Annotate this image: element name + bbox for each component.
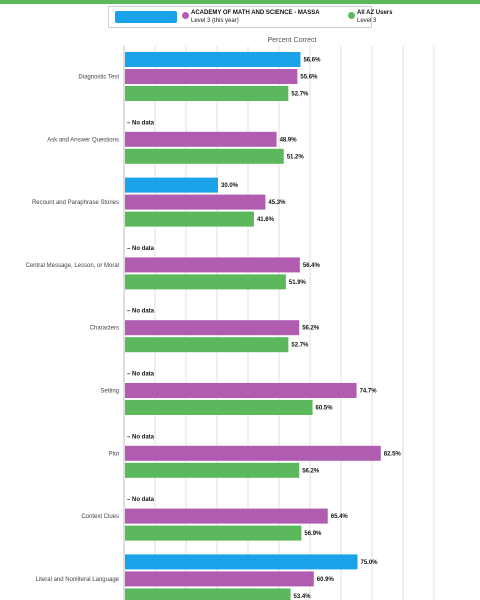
data-label-az: 56.2% [302, 468, 320, 474]
data-label-az: 53.4% [294, 594, 312, 600]
data-label-school: 56.2% [302, 326, 320, 332]
category-label: Recount and Paraphrase Stories [32, 200, 119, 206]
bar-school [125, 383, 357, 398]
data-label-self: 56.6% [303, 58, 321, 64]
legend-school-marker [182, 12, 189, 19]
chart-legend: ACADEMY OF MATH AND SCIENCE - MASSA Leve… [108, 6, 392, 28]
no-data-label: – No data [127, 120, 155, 126]
legend-az-marker [348, 12, 355, 19]
data-label-self: 30.0% [221, 183, 239, 189]
category-label: Central Message, Lesson, or Moral [26, 263, 119, 269]
data-label-az: 51.9% [289, 280, 307, 286]
category-label: Characters [90, 326, 119, 332]
category-label: Literal and Nonliteral Language [36, 577, 120, 583]
data-label-school: 74.7% [360, 389, 378, 395]
bar-school [125, 320, 300, 336]
bar-school [125, 131, 277, 147]
data-label-az: 51.2% [287, 154, 305, 160]
no-data-label: – No data [127, 434, 155, 440]
legend-school-label: ACADEMY OF MATH AND SCIENCE - MASSA [191, 10, 320, 16]
bar-self [125, 177, 218, 193]
bar-az [125, 86, 289, 101]
data-label-self: 75.0% [361, 560, 379, 566]
bar-school [125, 508, 328, 524]
legend-self-swatch [115, 11, 177, 23]
category-label: Diagnostic Test [78, 75, 119, 81]
data-label-school: 56.4% [303, 263, 321, 269]
bar-school [125, 571, 314, 587]
no-data-label: – No data [127, 309, 155, 315]
bar-school [125, 194, 266, 210]
bar-self [125, 52, 301, 67]
category-label: Setting [100, 389, 119, 395]
data-label-school: 48.9% [280, 137, 298, 143]
category-label: Plot [109, 451, 120, 457]
data-label-az: 60.5% [316, 406, 334, 412]
bar-az [125, 588, 291, 600]
bar-az [125, 148, 284, 164]
legend-az-label: All AZ Users [357, 10, 393, 16]
bar-az [125, 462, 300, 478]
no-data-label: – No data [127, 497, 155, 503]
legend-school-sublabel: Level 3 (this year) [191, 18, 239, 24]
data-label-school: 65.4% [331, 514, 349, 520]
top-accent-bar [0, 0, 480, 4]
data-label-school: 45.3% [268, 200, 286, 206]
bar-az [125, 400, 313, 415]
category-label: Ask and Answer Questions [47, 137, 119, 143]
bar-az [125, 525, 302, 541]
data-label-az: 52.7% [291, 343, 309, 349]
chart-title: Percent Correct [267, 37, 316, 44]
bar-school [125, 445, 381, 461]
data-label-az: 56.9% [304, 531, 322, 537]
data-label-school: 55.6% [300, 75, 318, 81]
legend-az-sublabel: Level 3 [357, 18, 377, 24]
no-data-label: – No data [127, 372, 155, 378]
bar-self [125, 554, 358, 570]
bar-az [125, 211, 254, 227]
data-label-az: 41.6% [257, 217, 275, 223]
data-label-school: 60.9% [317, 577, 335, 583]
bar-az [125, 337, 289, 353]
category-label: Context Clues [81, 514, 119, 520]
bar-school [125, 257, 300, 273]
bar-az [125, 274, 286, 290]
no-data-label: – No data [127, 246, 155, 252]
data-label-az: 52.7% [291, 92, 309, 98]
data-label-school: 82.5% [384, 451, 402, 457]
bar-school [125, 69, 298, 84]
